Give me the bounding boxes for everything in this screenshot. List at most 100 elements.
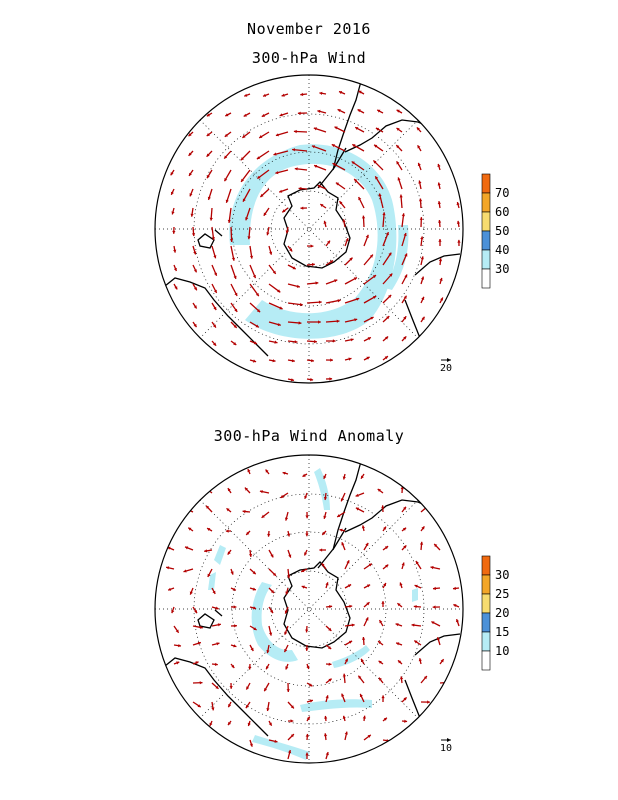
wind-vector-head [199,681,203,685]
wind-vector-head [347,584,352,588]
wind-vector-head [306,716,310,720]
wind-vector-head [403,295,407,299]
wind-vector-head [279,113,283,117]
wind-vector-head [193,305,197,309]
wind-vector-head [282,209,286,213]
wind-vector-head [453,586,456,590]
wind-vector-head [289,248,293,252]
wind-vector-head [252,274,256,279]
wind-vector-head [174,286,178,290]
wind-vector-head [355,127,359,130]
wind-vector-head [383,583,386,587]
south-america-coast [332,455,433,551]
wind-vector-head [418,658,422,662]
wind-vector-head [263,93,267,97]
wind-vector-head [256,156,261,160]
wind-vector-head [396,109,400,113]
wind-vector-head [456,202,460,206]
wind-vector-head [270,610,273,614]
wind-vector-head [197,704,201,708]
wind-vector-head [245,704,249,709]
wind-vector-head [349,257,353,261]
wind-vector-head [229,239,234,242]
wind-vector-head [388,294,392,298]
colorbar-tick-label: 50 [495,224,509,238]
wind-vector-head [421,526,425,530]
wind-vector-head [172,230,176,234]
wind-vector-head [290,719,294,723]
wind-vector-head [256,309,261,313]
wind-vector-head [366,602,370,606]
colorbar-tick-label: 25 [495,587,509,601]
wind-vector-head [328,627,332,631]
wind-vector-head [419,217,423,220]
colorbar-swatch [481,192,491,213]
wind-vector-head [328,662,332,666]
wind-vector-head [206,133,210,136]
wind-vector-head [170,172,174,176]
wind-vector-head [379,620,383,624]
wind-vector-head [317,109,321,113]
wind-vector-head [327,240,330,244]
wind-vector-head [439,277,443,281]
colorbar-tick-label: 40 [495,243,509,257]
colorbar-tick-label: 15 [495,625,509,639]
wind-vector-head [336,319,340,323]
wind-vector-head [313,127,317,131]
wind-vector-head [374,144,378,148]
wind-vector-head [337,299,341,303]
wind-vector-head [189,591,193,595]
wind-vector-head [341,542,345,546]
wind-vector-head [288,554,292,558]
wind-vector-head [353,277,357,281]
wind-vector-head [359,693,363,698]
wind-vector-head [309,683,313,687]
wind-vector-head [228,704,232,708]
wind-vector-head [184,507,188,511]
wind-vector-head [290,378,294,382]
coastlines [159,455,461,737]
wind-vector-head [297,111,301,115]
colorbar-tick-label: 30 [495,568,509,582]
wind-vector-head [321,563,325,567]
wind-vector-head [253,606,257,610]
wind-vector-head [213,289,217,293]
wind-vector-head [385,336,389,340]
wind-vector-head [334,279,338,283]
wind-vector-head [361,637,366,640]
wind-vector-head [189,193,193,197]
wind-vector-head [396,128,400,131]
wind-vector-head [419,541,424,545]
wind-vector-head [396,145,400,149]
wind-anomaly-map [154,454,464,764]
wind-vector-head [357,109,361,113]
wind-vector-head [217,623,221,627]
wind-vector-head [365,234,369,238]
wind-vector-head [233,342,237,345]
wind-vector-head [401,213,405,217]
wind-vector-head [346,560,350,564]
wind-vector-head [249,255,254,259]
wind-vector-head [248,666,252,670]
wind-vector-head [286,689,290,692]
wind-vector-head [209,722,213,726]
wind-vector-head [421,316,425,320]
wind-vector-head [367,337,371,341]
wind-vector-head [323,497,328,500]
wind-vector-head [344,731,348,735]
wind-vector-head [224,178,228,182]
wind-vector-head [188,152,192,156]
wind-vector-head [269,251,273,255]
wind-vector-head [305,515,309,519]
wind-vector-head [339,528,343,532]
wind-vector-head [266,232,270,236]
wind-vector-head [456,220,461,224]
colorbar: 70 60 50 40 30 [481,173,509,289]
wind-vector-head [339,91,343,95]
wind-vector-head [396,161,400,165]
wind-vector-head [302,473,306,477]
antarctica-coast [283,181,351,269]
colorbar-tick-label: 30 [495,262,509,276]
wind-vector-head [400,486,404,490]
wind-anomaly-vectors [165,468,460,760]
